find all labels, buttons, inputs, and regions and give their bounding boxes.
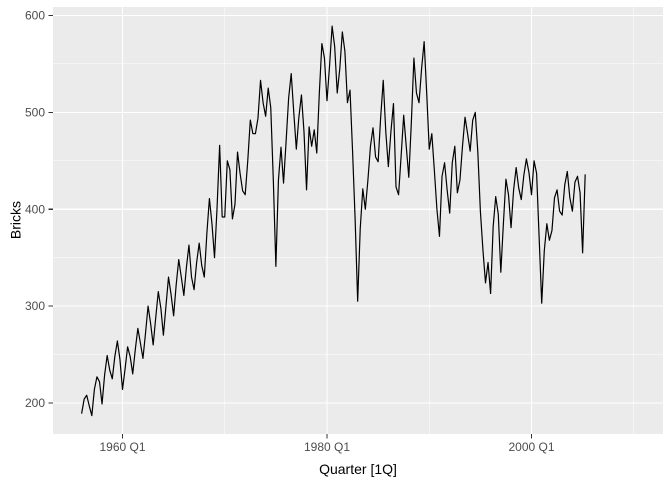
x-tick-label: 1960 Q1 bbox=[99, 440, 145, 454]
y-tick-label: 300 bbox=[25, 299, 45, 313]
gridlines-minor bbox=[53, 7, 663, 434]
bricks-series-line bbox=[81, 25, 586, 417]
y-tick-label: 400 bbox=[25, 202, 45, 216]
y-tick-label: 500 bbox=[25, 105, 45, 119]
y-tick-label: 200 bbox=[25, 396, 45, 410]
y-tick-label: 600 bbox=[25, 9, 45, 23]
gridlines-major bbox=[53, 7, 663, 434]
plot-panel bbox=[53, 7, 663, 434]
axis-tick-marks bbox=[48, 14, 533, 439]
x-tick-label: 2000 Q1 bbox=[508, 440, 554, 454]
axis-tick-labels: 200 300 400 500 600 1960 Q1 1980 Q1 2000 Q1 bbox=[25, 9, 555, 455]
y-axis-title: Bricks bbox=[7, 200, 24, 240]
x-tick-label: 1980 Q1 bbox=[304, 440, 350, 454]
x-axis-title: Quarter [1Q] bbox=[319, 461, 397, 477]
